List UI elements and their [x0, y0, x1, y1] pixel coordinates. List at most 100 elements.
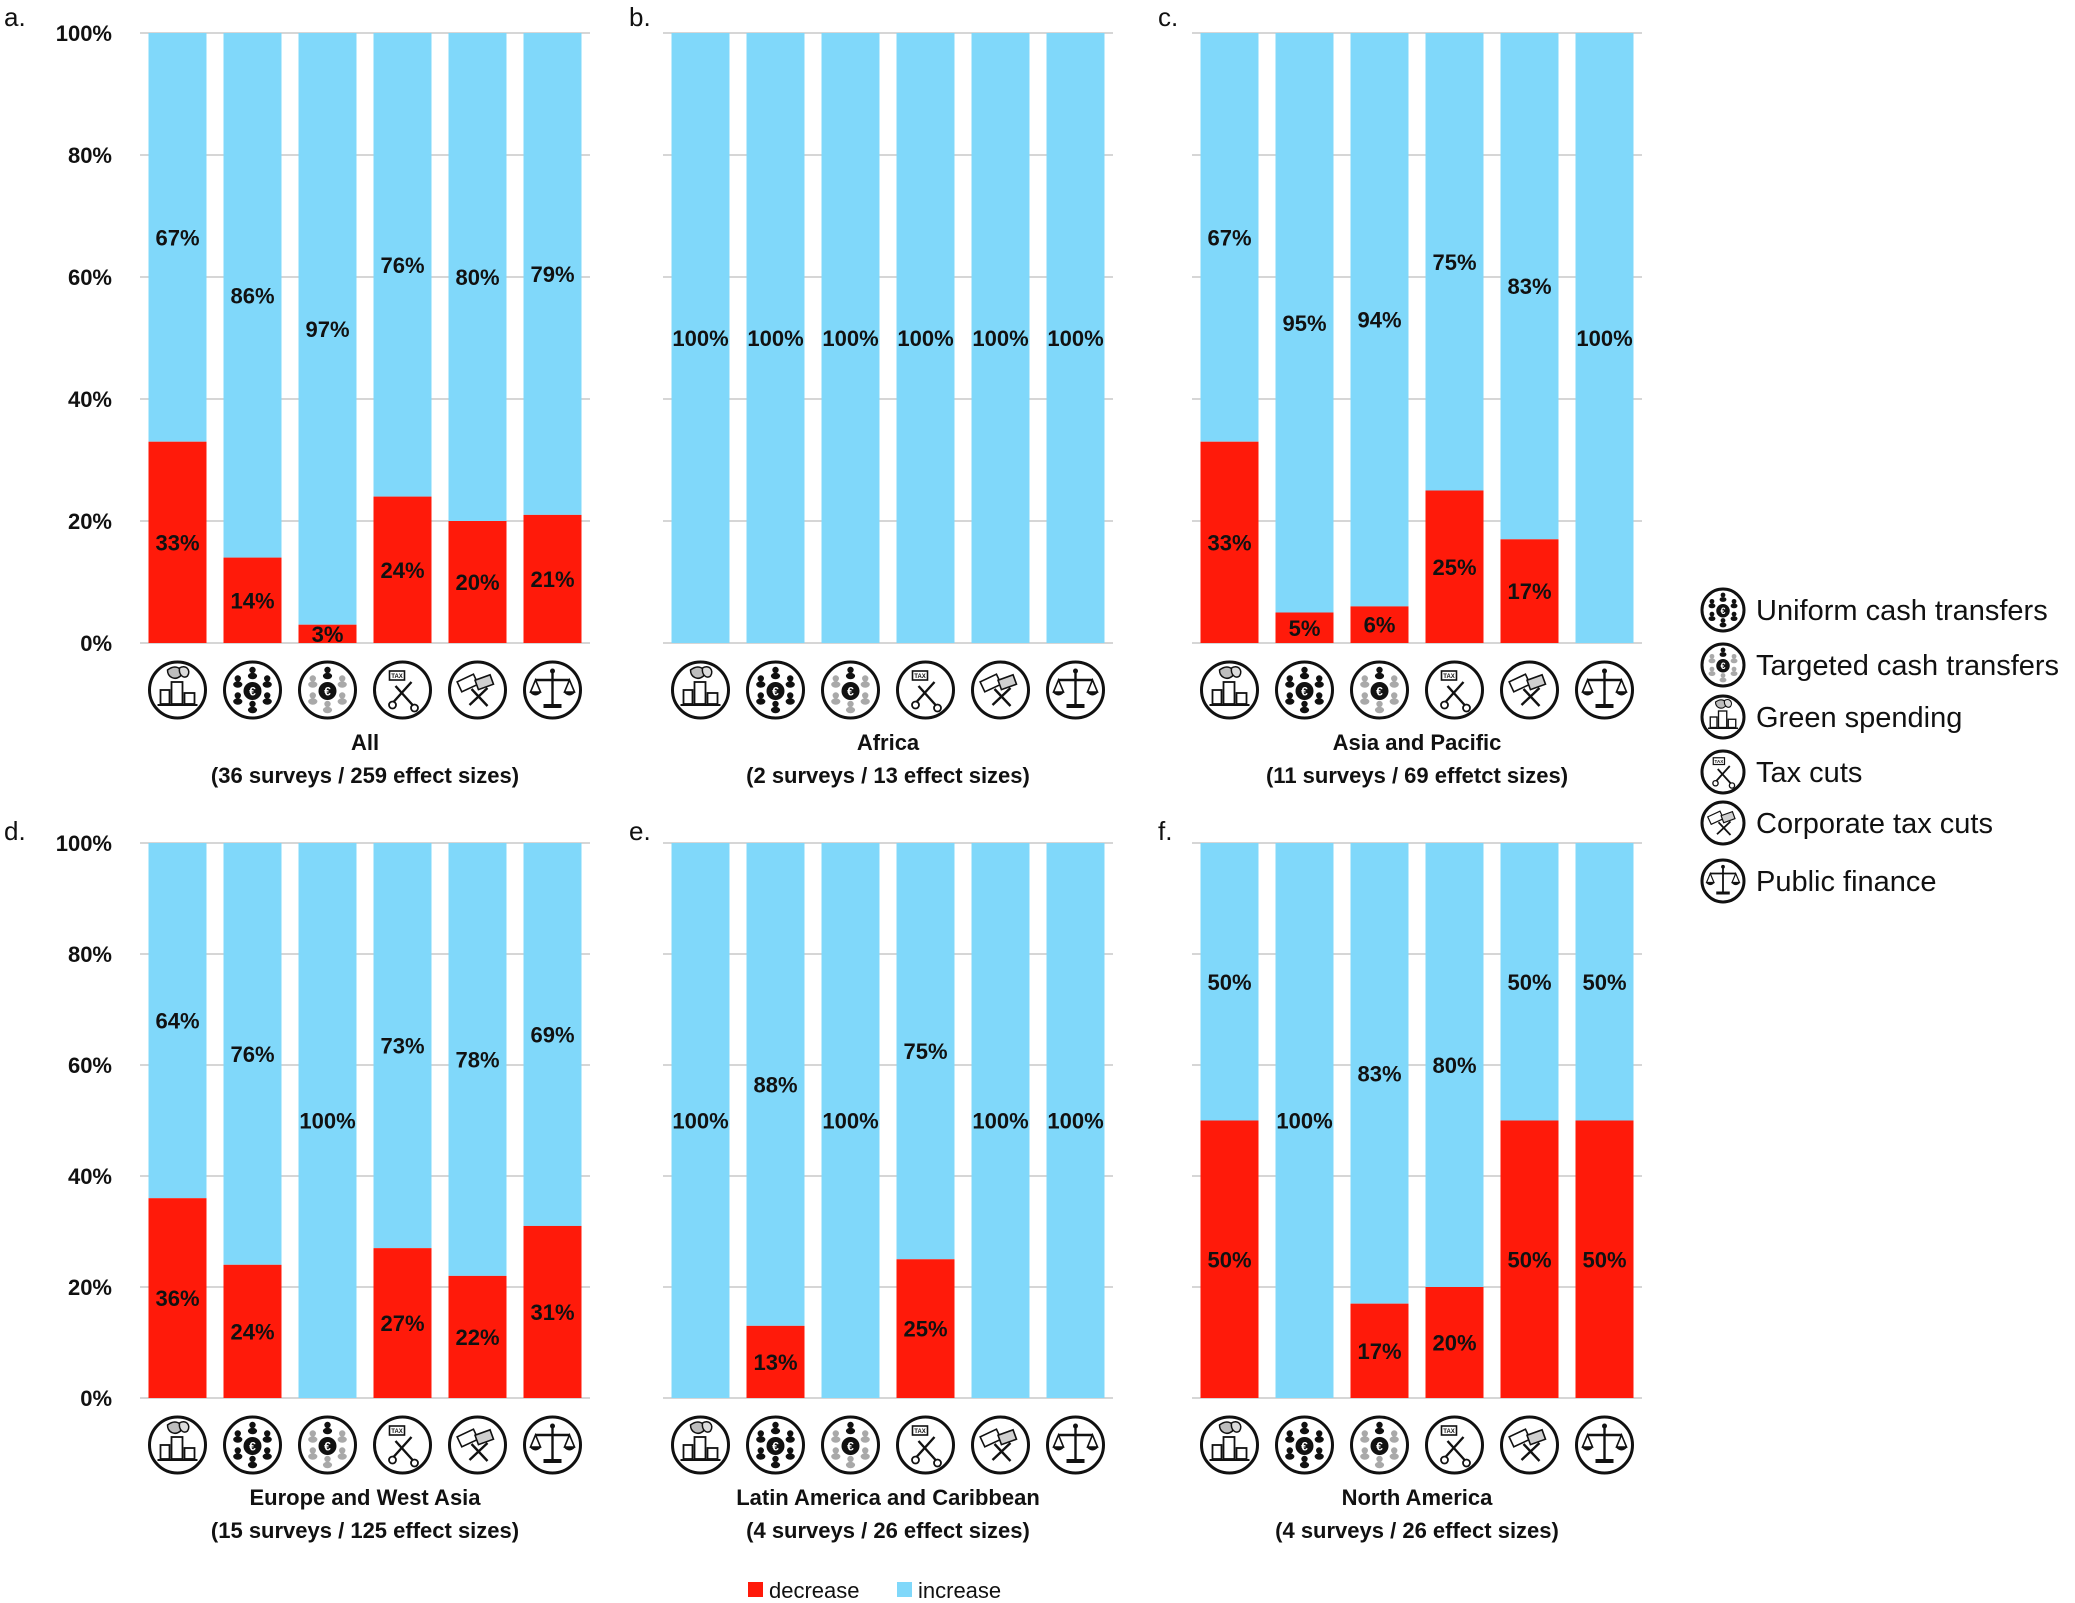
svg-text:€: € — [1720, 661, 1725, 671]
tax-cuts-icon: TAX — [896, 1415, 955, 1475]
tax-cuts-icon: TAX — [373, 660, 432, 720]
public-finance-icon — [1700, 858, 1746, 904]
bar-decrease — [1200, 1120, 1259, 1398]
svg-text:€: € — [249, 685, 256, 699]
bar-group: 50% 50% — [1575, 843, 1634, 1475]
data-label-decrease: 36% — [155, 1286, 199, 1311]
bar-decrease — [523, 1225, 582, 1398]
bar-group: 100% € — [821, 843, 880, 1475]
data-label-decrease: 50% — [1582, 1247, 1626, 1272]
targeted-cash-transfers-icon: € — [1700, 642, 1746, 688]
bar-decrease — [1500, 1120, 1559, 1398]
data-label-decrease: 31% — [530, 1300, 574, 1325]
bar-group: 73% 27% TAX — [373, 843, 432, 1475]
svg-text:€: € — [1301, 1440, 1308, 1454]
bar-increase — [1575, 843, 1634, 1121]
bar-group: 83% 17% € — [1350, 843, 1409, 1475]
bar-decrease — [373, 1248, 432, 1398]
legend-swatch-decrease — [748, 1582, 763, 1597]
svg-text:TAX: TAX — [914, 674, 926, 680]
bar-decrease — [746, 1325, 805, 1398]
y-tick-label: 40% — [68, 1164, 112, 1189]
bar-increase — [523, 33, 582, 515]
bar-decrease — [523, 514, 582, 643]
svg-text:€: € — [847, 685, 854, 699]
legend-item: Green spending — [1700, 694, 1962, 740]
bar-decrease — [1425, 490, 1484, 643]
series-legend-item: decrease — [748, 1578, 860, 1603]
corporate-tax-cuts-icon — [448, 660, 507, 720]
bar-increase — [821, 33, 880, 643]
bar-group: 100% TAX — [896, 33, 955, 720]
panel-subtitle: (36 surveys / 259 effect sizes) — [211, 763, 519, 788]
series-legend-label: increase — [918, 1578, 1001, 1603]
data-label-decrease: 17% — [1357, 1339, 1401, 1364]
data-label-increase: 100% — [972, 1109, 1028, 1134]
legend: € Uniform cash transfers € Targeted cash tr… — [1700, 587, 2059, 904]
bar-increase — [223, 33, 282, 558]
data-label-increase: 100% — [822, 1109, 878, 1134]
y-tick-label: 20% — [68, 1275, 112, 1300]
corporate-tax-cuts-icon — [971, 1415, 1030, 1475]
legend-label: Tax cuts — [1756, 757, 1862, 789]
panel-subtitle: (2 surveys / 13 effect sizes) — [746, 763, 1030, 788]
bar-increase — [821, 843, 880, 1398]
bar-decrease — [223, 1264, 282, 1398]
uniform-cash-transfers-icon: € — [746, 660, 805, 720]
svg-text:€: € — [249, 1440, 256, 1454]
series-legend: decrease increase — [748, 1578, 1001, 1603]
panel-subtitle: (11 surveys / 69 effetct sizes) — [1266, 763, 1568, 788]
y-tick-label: 0% — [80, 1386, 112, 1411]
green-spending-icon — [1700, 694, 1746, 740]
svg-text:TAX: TAX — [1715, 759, 1724, 764]
bar-group: 80% 20% — [448, 33, 507, 720]
bar-group: 100% € — [746, 33, 805, 720]
data-label-increase: 80% — [1432, 1053, 1476, 1078]
bar-group: 100% — [971, 33, 1030, 720]
corporate-tax-cuts-icon — [1700, 800, 1746, 846]
bar-decrease — [298, 624, 357, 643]
bar-group: 67% 33% — [148, 33, 207, 720]
legend-label: Green spending — [1756, 702, 1962, 734]
bar-increase — [746, 33, 805, 643]
uniform-cash-transfers-icon: € — [223, 1415, 282, 1475]
svg-text:€: € — [1301, 685, 1308, 699]
data-label-decrease: 20% — [1432, 1331, 1476, 1356]
legend-label: Public finance — [1756, 866, 1937, 898]
legend-swatch-increase — [897, 1582, 912, 1597]
data-label-decrease: 21% — [530, 567, 574, 592]
bar-group: 100% — [671, 843, 730, 1475]
bar-group: 100% — [1046, 843, 1105, 1475]
bar-group: 97% 3% € — [298, 33, 357, 720]
data-label-increase: 86% — [230, 283, 274, 308]
bar-increase — [1350, 33, 1409, 607]
targeted-cash-transfers-icon: € — [821, 660, 880, 720]
bar-increase — [1046, 843, 1105, 1398]
series-legend-label: decrease — [769, 1578, 860, 1603]
data-label-increase: 76% — [230, 1042, 274, 1067]
uniform-cash-transfers-icon: € — [1275, 1415, 1334, 1475]
panel-title: All — [351, 730, 379, 755]
data-label-increase: 88% — [753, 1072, 797, 1097]
targeted-cash-transfers-icon: € — [298, 660, 357, 720]
data-label-decrease: 33% — [155, 530, 199, 555]
panel-title: Africa — [857, 730, 920, 755]
bar-increase — [448, 33, 507, 521]
corporate-tax-cuts-icon — [971, 660, 1030, 720]
panel-d: d. 0% 20% 40% 60% 80% 100% 64% 36% 76% 24% €100% €73… — [4, 816, 590, 1543]
bar-group: 88% 13% € — [746, 843, 805, 1475]
bar-group: 78% 22% — [448, 843, 507, 1475]
bar-increase — [1500, 33, 1559, 540]
legend-item: € Uniform cash transfers — [1700, 587, 2048, 633]
y-tick-label: 0% — [80, 631, 112, 656]
bar-group: 67% 33% — [1200, 33, 1259, 720]
bar-decrease — [448, 1275, 507, 1398]
svg-text:€: € — [772, 685, 779, 699]
bar-increase — [298, 33, 357, 625]
bar-increase — [896, 33, 955, 643]
bar-increase — [448, 843, 507, 1276]
targeted-cash-transfers-icon: € — [1350, 660, 1409, 720]
data-label-decrease: 27% — [380, 1311, 424, 1336]
y-tick-label: 60% — [68, 265, 112, 290]
